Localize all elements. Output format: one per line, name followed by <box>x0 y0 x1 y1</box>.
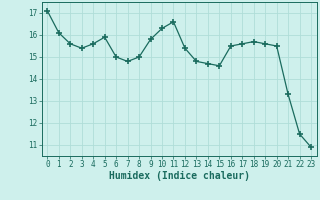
X-axis label: Humidex (Indice chaleur): Humidex (Indice chaleur) <box>109 171 250 181</box>
